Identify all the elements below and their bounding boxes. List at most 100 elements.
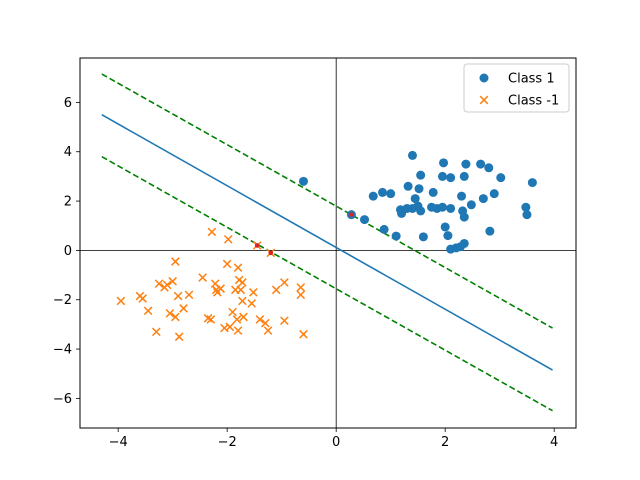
class-neg1-point-4 <box>151 327 161 337</box>
class1-point-39 <box>466 200 476 210</box>
class-neg1-point-45 <box>271 285 281 295</box>
class-neg1-point-26 <box>223 234 233 244</box>
class-neg1-point-17 <box>203 313 213 323</box>
class-neg1-point-43 <box>263 326 273 335</box>
y-tick-label: −6 <box>53 392 72 407</box>
class1-point-2 <box>360 215 370 225</box>
y-tick-label: 0 <box>64 244 72 259</box>
class-neg1-point-10 <box>171 257 180 266</box>
support-vector-1 <box>254 243 260 248</box>
class1-point-41 <box>478 194 488 204</box>
y-tick-label: 4 <box>64 145 72 160</box>
decision-boundary-line-0 <box>101 114 553 371</box>
x-tick-label: 0 <box>332 435 340 450</box>
y-axis-ticks: −6 −4 −2 0 2 4 6 <box>53 96 80 407</box>
class-neg1-point-25 <box>222 259 232 269</box>
class1-point-18 <box>416 206 426 216</box>
class-neg1-point-9 <box>168 276 177 286</box>
margin-line-2 <box>101 155 553 412</box>
legend-label: Class 1 <box>508 72 555 87</box>
class-neg1-point-28 <box>228 307 237 317</box>
class-neg1-point-0 <box>116 296 126 306</box>
class-neg1-point-38 <box>247 299 257 308</box>
legend-marker-class-neg1 <box>479 95 489 105</box>
class1-point-37 <box>459 171 469 181</box>
class-neg1-point-13 <box>174 332 184 342</box>
axis-zero-lines <box>80 58 576 428</box>
class-neg1-point-11 <box>171 312 180 322</box>
support-vector-2 <box>268 250 274 256</box>
class-neg1-point-42 <box>260 318 270 328</box>
class1-point-17 <box>416 170 426 180</box>
class1-point-28 <box>446 203 456 213</box>
class-neg1-point-36 <box>238 278 247 287</box>
x-tick-label: −4 <box>109 435 128 450</box>
class1-point-29 <box>446 173 456 183</box>
class1-point-4 <box>378 187 388 197</box>
class-neg1-point-16 <box>198 273 207 282</box>
class1-point-26 <box>440 222 450 232</box>
class-neg1-point-31 <box>233 263 243 272</box>
class1-point-36 <box>459 212 469 222</box>
support-vector-0 <box>349 212 354 217</box>
class-neg1-point-47 <box>280 278 289 287</box>
class1-point-0 <box>298 176 308 186</box>
y-tick-label: 6 <box>64 96 72 111</box>
margin-line-1 <box>101 73 553 329</box>
class1-point-48 <box>527 178 537 188</box>
class1-point-5 <box>379 224 389 234</box>
class-neg1-point-5 <box>154 279 164 289</box>
fit-lines <box>101 73 553 412</box>
class-neg1-point-27 <box>225 322 235 332</box>
class-neg1-point-41 <box>255 315 265 324</box>
legend-box <box>463 63 570 113</box>
class-neg1-point-46 <box>280 316 289 326</box>
legend-marker-class1 <box>479 73 489 83</box>
class-neg1-point-3 <box>143 306 153 316</box>
x-tick-label: 2 <box>441 435 449 450</box>
class1-point-14 <box>407 150 417 160</box>
x-tick-label: −2 <box>218 435 237 450</box>
class-neg1-point-48 <box>296 283 306 292</box>
class1-point-45 <box>496 173 506 183</box>
class-neg1-point-19 <box>207 227 217 237</box>
class1-point-19 <box>418 232 428 242</box>
class1-point-46 <box>521 202 531 212</box>
x-axis-ticks: −4 −2 0 2 4 <box>109 428 558 450</box>
class-neg1-point-39 <box>248 288 258 297</box>
legend: Class 1 Class -1 <box>463 63 570 113</box>
class1-point-40 <box>476 159 486 169</box>
class1-point-16 <box>414 184 424 194</box>
y-tick-label: −2 <box>53 293 72 308</box>
class-neg1-point-50 <box>299 329 308 339</box>
class-neg1-point-49 <box>296 290 306 300</box>
class-neg1-point-8 <box>165 308 175 318</box>
class-neg1-point-23 <box>216 284 225 293</box>
class1-point-3 <box>368 191 378 201</box>
class-neg1-point-35 <box>238 296 247 306</box>
x-tick-label: 4 <box>550 435 558 450</box>
class1-point-24 <box>437 171 447 181</box>
class-neg1-point-18 <box>206 315 216 324</box>
class1-point-11 <box>403 181 413 191</box>
class1-point-21 <box>428 187 438 197</box>
class1-point-7 <box>391 231 401 241</box>
class1-point-13 <box>410 194 420 204</box>
y-tick-label: −4 <box>53 343 72 358</box>
class-neg1-point-12 <box>173 291 183 301</box>
class1-point-47 <box>522 210 532 220</box>
class-neg1-point-34 <box>236 285 246 295</box>
class1-point-38 <box>461 159 471 169</box>
legend-label: Class -1 <box>508 94 559 109</box>
class-neg1-point-2 <box>138 294 148 303</box>
class1-point-33 <box>457 191 467 201</box>
class1-point-6 <box>386 189 396 199</box>
class-neg1-point-7 <box>162 280 172 290</box>
class-neg1-point-32 <box>233 326 243 335</box>
class-neg1-point-14 <box>179 304 188 313</box>
class1-point-23 <box>437 202 447 212</box>
class1-point-27 <box>443 231 453 241</box>
class-neg1-point-30 <box>232 315 242 324</box>
class1-point-35 <box>459 238 469 248</box>
